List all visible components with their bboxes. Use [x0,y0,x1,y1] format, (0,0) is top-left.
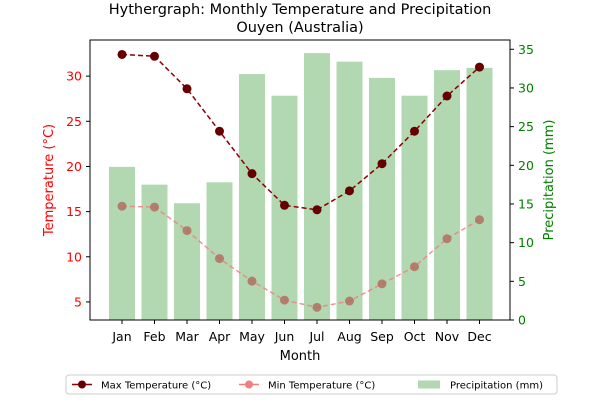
min-temp-point-mar [182,226,192,236]
y-left-tick-label-10: 10 [66,249,82,264]
max-temp-point-dec [475,62,484,72]
min-temp-point-nov [442,234,452,244]
max-temp-point-feb [150,51,159,61]
min-temp-point-apr [215,254,224,264]
y-right-tick-label-0: 0 [518,313,526,328]
temperature-lines [117,49,484,312]
max-temp-point-oct [410,126,419,136]
y-left-tick-label-25: 25 [66,114,82,129]
y-axis-right: 0 5 10 15 20 25 30 35 [510,42,534,328]
x-tick-label-jul: Jul [308,329,324,344]
precipitation-bar-mar [174,203,200,320]
legend-min-temp-label: Min Temperature (°C) [268,381,375,392]
max-temp-point-jun [280,200,289,210]
min-temp-point-oct [410,262,419,272]
y-right-tick-label-35: 35 [518,42,534,57]
y-axis-left: 5 10 15 20 25 30 [66,69,90,309]
min-temp-point-jul [312,302,322,312]
x-tick-label-apr: Apr [209,329,231,344]
legend-min-temp-swatch-marker [245,380,253,389]
precipitation-bar-jan [109,166,135,320]
x-axis-label: Month [280,349,321,364]
x-tick-label-feb: Feb [143,329,165,344]
legend-precipitation-label: Precipitation (mm) [450,381,543,392]
x-tick-label-sep: Sep [370,329,394,344]
max-temp-point-jul [312,205,322,215]
max-temp-point-jan [117,49,127,59]
y-right-tick-label-15: 15 [518,196,534,211]
min-temp-point-sep [377,279,387,289]
min-temp-point-jan [117,201,127,211]
x-tick-label-nov: Nov [435,329,460,344]
min-temp-point-dec [475,215,484,225]
y-right-tick-label-30: 30 [518,80,534,95]
legend: Max Temperature (°C) Min Temperature (°C)… [65,374,558,395]
max-temp-point-apr [215,126,224,136]
precipitation-bar-apr [206,182,233,320]
x-tick-label-jun: Jun [274,329,295,344]
y-right-tick-label-25: 25 [518,119,534,134]
legend-max-temp-swatch-marker [78,380,86,389]
max-temp-point-mar [182,84,192,94]
y-left-tick-label-20: 20 [66,159,82,174]
min-temp-point-feb [150,202,159,212]
min-temp-point-jun [280,295,289,305]
y-left-tick-label-15: 15 [66,204,82,219]
y-left-tick-label-5: 5 [74,294,82,309]
y-right-tick-label-5: 5 [518,274,526,289]
legend-precipitation-swatch [418,380,440,389]
y-right-tick-label-10: 10 [518,235,534,250]
precipitation-bar-dec [466,67,493,320]
x-tick-label-may: May [239,329,265,344]
min-temp-line [121,205,480,309]
legend-max-temp-label: Max Temperature (°C) [101,381,211,392]
x-tick-label-aug: Aug [337,329,361,344]
max-temp-point-sep [377,159,387,169]
x-tick-label-dec: Dec [467,329,491,344]
precipitation-bar-nov [434,70,460,321]
min-temp-point-aug [345,296,354,306]
x-tick-label-jan: Jan [111,329,131,344]
chart-title-line2: Ouyen (Australia) [236,20,363,36]
y-axis-right-label: Precipitation (mm) [542,120,557,241]
plot-frame [89,39,511,321]
max-temp-point-aug [345,186,354,196]
y-right-tick-label-20: 20 [518,158,534,173]
max-temp-point-nov [442,91,452,101]
y-left-tick-label-30: 30 [66,69,82,84]
max-temp-point-may [247,169,257,179]
legend-box [65,374,558,395]
x-axis: Jan Feb Mar Apr May Jun Jul Aug Sep Oct Nov Dec [111,320,492,344]
precipitation-bars [109,53,493,321]
y-axis-left-label: Temperature (°C) [42,124,57,237]
precipitation-bar-jul [304,53,330,320]
x-tick-label-mar: Mar [175,329,199,344]
chart-title-line1: Hythergraph: Monthly Temperature and Pre… [109,2,492,18]
x-tick-label-oct: Oct [404,329,426,344]
min-temp-point-may [247,276,257,286]
